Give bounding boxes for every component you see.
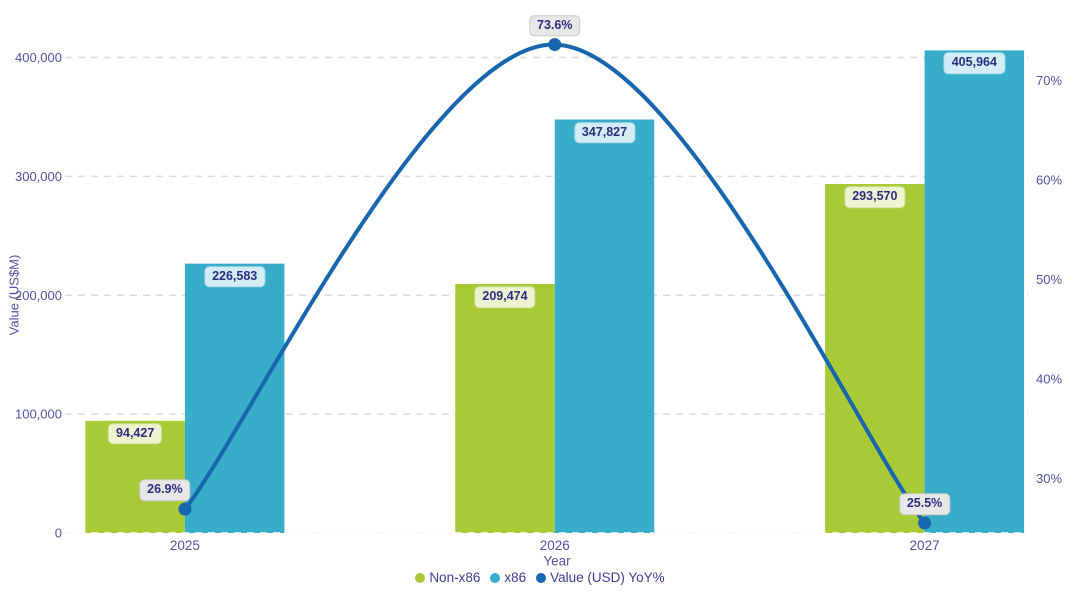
bar-value-label: 347,827	[573, 121, 636, 144]
legend-item-value-usd-yoy-[interactable]: Value (USD) YoY%	[536, 570, 665, 585]
legend-item-x86[interactable]: x86	[490, 570, 526, 585]
bar-value-label: 209,474	[474, 286, 536, 308]
x-axis-title: Year	[543, 553, 571, 569]
left-axis-tick: 400,000	[15, 50, 62, 65]
line-point[interactable]	[918, 516, 932, 530]
x-axis-tick: 2027	[910, 538, 940, 553]
bar-value-label: 405,964	[943, 52, 1005, 75]
bar-non-x86[interactable]	[455, 283, 555, 533]
x-axis-tick: 2025	[170, 538, 200, 553]
left-axis-tick: 200,000	[15, 288, 62, 303]
legend: Non-x86 x86 Value (USD) YoY%	[0, 570, 1080, 585]
bar-value-label: 293,570	[844, 186, 906, 208]
yoy-value-label: 26.9%	[139, 479, 191, 501]
bar-x86[interactable]	[924, 50, 1025, 534]
bar-x86[interactable]	[554, 119, 655, 533]
y-axis-title: Value (US$M)	[6, 254, 22, 336]
legend-swatch-icon	[490, 572, 501, 583]
bar-non-x86[interactable]	[825, 184, 925, 533]
legend-swatch-icon	[415, 572, 426, 583]
legend-swatch-icon	[536, 572, 547, 583]
line-point[interactable]	[548, 38, 562, 52]
yoy-value-label: 25.5%	[898, 493, 951, 515]
right-axis-tick: 40%	[1036, 371, 1062, 386]
line-point[interactable]	[178, 502, 192, 516]
bar-value-label: 94,427	[108, 422, 163, 445]
legend-label: Value (USD) YoY%	[550, 570, 665, 585]
left-axis-tick: 300,000	[15, 169, 62, 184]
left-axis-tick: 100,000	[15, 407, 62, 422]
right-axis-tick: 30%	[1036, 471, 1062, 486]
right-axis-tick: 70%	[1036, 73, 1062, 88]
right-axis-tick: 60%	[1036, 172, 1062, 187]
right-axis-tick: 50%	[1036, 272, 1062, 287]
yoy-value-label: 73.6%	[529, 14, 581, 37]
legend-item-non-x86[interactable]: Non-x86	[415, 570, 480, 585]
legend-label: x86	[504, 570, 527, 585]
left-axis-tick: 0	[55, 526, 62, 541]
bar-x86[interactable]	[184, 263, 285, 533]
x-axis-tick: 2026	[540, 538, 570, 553]
legend-label: Non-x86	[429, 570, 481, 585]
bar-value-label: 226,583	[204, 265, 266, 288]
